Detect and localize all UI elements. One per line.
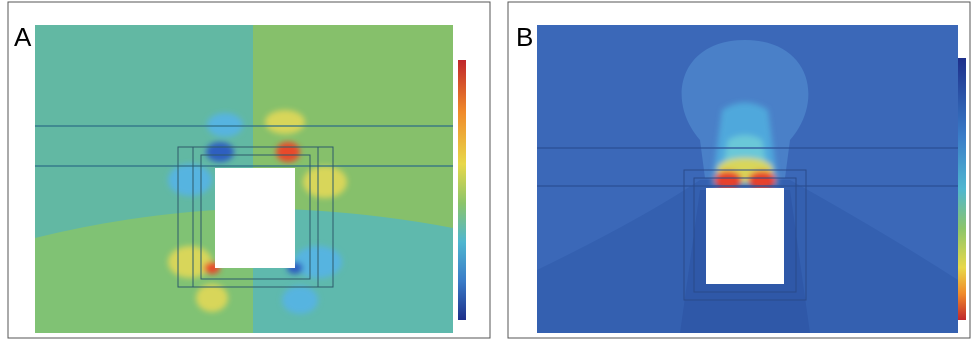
opening xyxy=(706,188,784,284)
outline xyxy=(693,177,797,293)
panel-a: A xyxy=(7,1,491,339)
colorbar xyxy=(958,58,966,320)
panel-b: B xyxy=(507,1,971,339)
outline xyxy=(177,146,334,288)
panel-label: A xyxy=(14,22,32,52)
stress-lobes xyxy=(712,102,778,189)
colorbar xyxy=(458,60,466,320)
outline xyxy=(200,154,311,280)
outline xyxy=(683,169,807,301)
panel-label: B xyxy=(516,22,533,52)
opening xyxy=(215,168,295,268)
